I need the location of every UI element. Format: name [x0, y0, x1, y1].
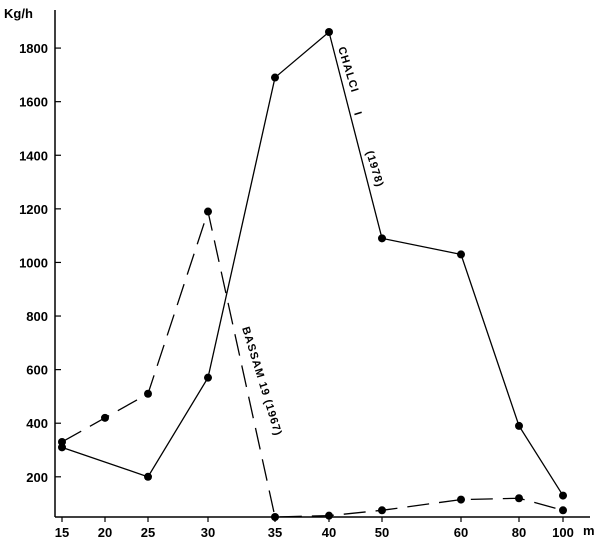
- data-point: [325, 28, 333, 36]
- data-point: [144, 472, 152, 481]
- series-points: [58, 28, 567, 521]
- y-tick-label: 800: [26, 309, 48, 324]
- y-tick-label: 200: [26, 470, 48, 485]
- data-point: [515, 421, 523, 430]
- x-tick-label: 30: [201, 525, 215, 540]
- axes: Kg/h m: [4, 6, 595, 538]
- data-point: [457, 250, 465, 259]
- y-axis-label: Kg/h: [4, 6, 33, 21]
- y-tick-label: 1000: [19, 255, 48, 270]
- series-label: I: [351, 110, 364, 117]
- y-tick-label: 1200: [19, 202, 48, 217]
- data-point: [271, 73, 279, 82]
- data-point: [559, 491, 567, 500]
- y-ticks: 200 400 600 800 1000 1200 1400 1600 1800: [19, 41, 61, 485]
- x-tick-label: 100: [552, 525, 574, 540]
- x-tick-label: 40: [322, 525, 336, 540]
- x-tick-label: 60: [454, 525, 468, 540]
- x-ticks: 15 20 25 30 35 40 50 60 80 100: [55, 517, 574, 540]
- y-tick-label: 1800: [19, 41, 48, 56]
- data-point: [378, 506, 386, 515]
- x-tick-label: 20: [98, 525, 112, 540]
- data-point: [378, 234, 386, 243]
- series-line-chalci: [61, 30, 564, 496]
- data-point: [271, 513, 279, 521]
- series-line-bassam: [61, 209, 564, 518]
- x-axis-label: m: [583, 523, 595, 538]
- y-tick-label: 1400: [19, 148, 48, 163]
- data-point: [204, 373, 212, 382]
- x-tick-label: 35: [268, 525, 282, 540]
- series-label: (1978): [363, 149, 386, 189]
- y-tick-label: 1600: [19, 95, 48, 110]
- data-point: [144, 389, 152, 398]
- series-lines: [61, 30, 564, 518]
- data-point: [101, 413, 109, 422]
- data-point: [325, 511, 333, 520]
- data-point: [559, 506, 567, 515]
- y-tick-label: 600: [26, 363, 48, 378]
- data-point: [515, 494, 523, 503]
- x-tick-label: 25: [141, 525, 155, 540]
- data-point: [457, 495, 465, 504]
- x-tick-label: 15: [55, 525, 69, 540]
- x-tick-label: 80: [512, 525, 526, 540]
- y-tick-label: 400: [26, 416, 48, 431]
- data-point: [58, 437, 66, 446]
- x-tick-label: 50: [375, 525, 389, 540]
- data-point: [204, 207, 212, 216]
